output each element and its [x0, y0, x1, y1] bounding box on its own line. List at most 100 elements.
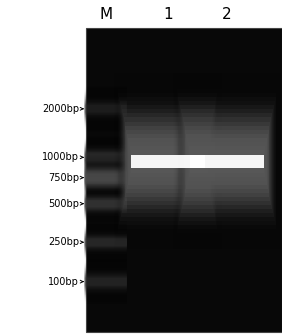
Bar [117, 85, 219, 237]
FancyBboxPatch shape [85, 198, 127, 209]
FancyBboxPatch shape [85, 192, 127, 215]
Text: 2000bp: 2000bp [42, 104, 79, 114]
FancyBboxPatch shape [85, 164, 127, 191]
FancyBboxPatch shape [85, 231, 127, 254]
Bar [130, 146, 206, 177]
FancyBboxPatch shape [85, 105, 127, 113]
Bar [120, 102, 215, 221]
Bar [124, 118, 212, 205]
Bar [185, 126, 269, 197]
FancyBboxPatch shape [85, 267, 127, 296]
Bar [183, 118, 271, 205]
FancyBboxPatch shape [85, 195, 127, 212]
Bar [186, 130, 268, 193]
FancyBboxPatch shape [85, 148, 127, 166]
FancyBboxPatch shape [85, 278, 127, 285]
Bar [179, 102, 275, 221]
FancyBboxPatch shape [85, 98, 127, 120]
FancyBboxPatch shape [85, 165, 127, 190]
FancyBboxPatch shape [85, 159, 127, 196]
FancyBboxPatch shape [85, 166, 127, 189]
FancyBboxPatch shape [85, 150, 127, 164]
FancyBboxPatch shape [85, 273, 127, 290]
FancyBboxPatch shape [85, 94, 127, 123]
Text: 1: 1 [163, 7, 173, 22]
Bar [187, 138, 267, 185]
FancyBboxPatch shape [85, 100, 127, 118]
Bar [178, 93, 276, 229]
FancyBboxPatch shape [85, 235, 127, 250]
FancyBboxPatch shape [85, 196, 127, 211]
Bar [189, 146, 265, 177]
FancyBboxPatch shape [85, 163, 127, 192]
Bar [173, 73, 281, 249]
Bar [184, 122, 270, 201]
FancyBboxPatch shape [85, 145, 127, 170]
FancyBboxPatch shape [85, 233, 127, 252]
Bar [118, 93, 217, 229]
FancyBboxPatch shape [85, 238, 127, 247]
FancyBboxPatch shape [85, 173, 127, 183]
FancyBboxPatch shape [85, 144, 127, 171]
FancyBboxPatch shape [85, 275, 127, 288]
FancyBboxPatch shape [85, 272, 127, 291]
FancyBboxPatch shape [85, 230, 127, 255]
FancyBboxPatch shape [85, 162, 127, 193]
Bar [190, 150, 264, 173]
Bar [116, 81, 220, 241]
FancyBboxPatch shape [85, 99, 127, 119]
Text: 250bp: 250bp [48, 237, 79, 247]
Bar [122, 110, 214, 213]
FancyBboxPatch shape [85, 151, 127, 163]
Bar [114, 73, 222, 249]
Bar [131, 155, 205, 168]
FancyBboxPatch shape [85, 149, 127, 165]
FancyBboxPatch shape [85, 197, 127, 210]
FancyBboxPatch shape [85, 269, 127, 294]
Bar [190, 155, 264, 168]
FancyBboxPatch shape [85, 193, 127, 214]
Text: 750bp: 750bp [48, 173, 79, 183]
FancyBboxPatch shape [85, 199, 127, 208]
FancyBboxPatch shape [85, 146, 127, 169]
Text: 500bp: 500bp [48, 199, 79, 209]
FancyBboxPatch shape [85, 237, 127, 248]
Text: 100bp: 100bp [48, 277, 79, 287]
Bar [118, 89, 218, 233]
FancyBboxPatch shape [85, 239, 127, 246]
Bar [180, 106, 274, 217]
Bar [186, 134, 268, 189]
Bar [128, 138, 208, 185]
FancyBboxPatch shape [85, 190, 127, 217]
Bar [121, 106, 215, 217]
FancyBboxPatch shape [85, 153, 127, 162]
FancyBboxPatch shape [85, 274, 127, 289]
Bar [181, 110, 273, 213]
Bar [182, 114, 272, 209]
Bar [119, 97, 216, 225]
FancyBboxPatch shape [85, 268, 127, 295]
Bar [129, 142, 207, 181]
Bar [126, 130, 209, 193]
FancyBboxPatch shape [85, 154, 127, 161]
FancyBboxPatch shape [85, 236, 127, 249]
FancyBboxPatch shape [85, 171, 127, 184]
FancyBboxPatch shape [85, 234, 127, 251]
FancyBboxPatch shape [85, 161, 127, 195]
FancyBboxPatch shape [85, 96, 127, 121]
FancyBboxPatch shape [85, 191, 127, 216]
Bar [175, 81, 279, 241]
Bar [123, 114, 213, 209]
Bar [125, 122, 211, 201]
Bar [188, 142, 266, 181]
FancyBboxPatch shape [85, 101, 127, 116]
Text: M: M [99, 7, 112, 22]
FancyBboxPatch shape [85, 229, 127, 256]
Text: 2: 2 [222, 7, 232, 22]
Bar [115, 77, 221, 245]
Bar [177, 89, 277, 233]
FancyBboxPatch shape [85, 200, 127, 207]
FancyBboxPatch shape [85, 194, 127, 213]
Bar [131, 150, 205, 173]
FancyBboxPatch shape [85, 147, 127, 168]
